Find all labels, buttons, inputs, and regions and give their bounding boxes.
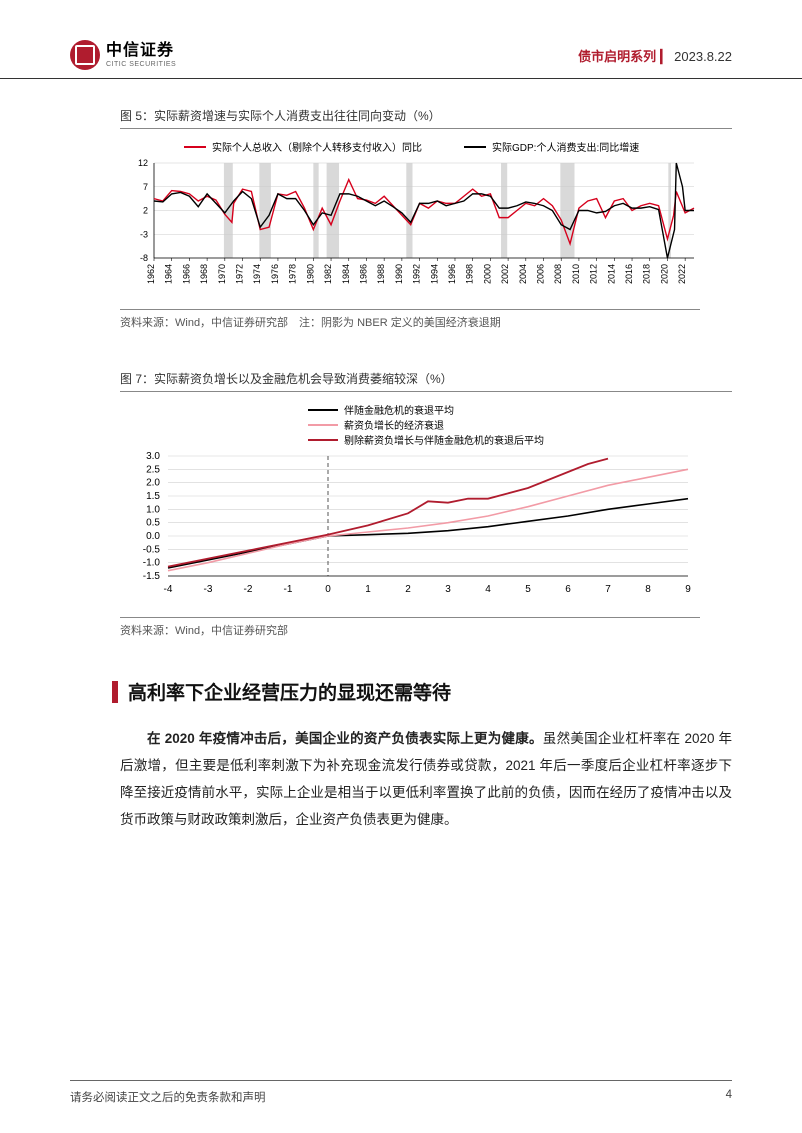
svg-text:1992: 1992 [412,264,422,284]
chart5-source: 资料来源：Wind，中信证券研究部 注：阴影为 NBER 定义的美国经济衰退期 [120,309,700,330]
svg-text:-0.5: -0.5 [143,544,161,555]
svg-text:1976: 1976 [270,264,280,284]
chart7-svg: -1.5 -1.0 -0.5 0.0 0.5 1.0 1.5 2.0 2.5 3.0 -4 -3 -2 -… [120,398,700,608]
svg-text:1: 1 [365,584,371,595]
svg-text:0.5: 0.5 [146,518,160,529]
chart7-source: 资料来源：Wind，中信证券研究部 [120,617,700,638]
svg-text:7: 7 [143,182,148,192]
svg-text:3: 3 [445,584,451,595]
header-meta: 债市启明系列 ▎ 2023.8.22 [578,46,732,65]
svg-text:0.0: 0.0 [146,531,160,542]
svg-text:3.0: 3.0 [146,451,160,462]
svg-text:1982: 1982 [323,264,333,284]
svg-text:5: 5 [525,584,531,595]
svg-text:2006: 2006 [536,264,546,284]
svg-text:1964: 1964 [164,264,174,284]
footer-page-number: 4 [726,1089,732,1105]
svg-text:剔除薪资负增长与伴随金融危机的衰退后平均: 剔除薪资负增长与伴随金融危机的衰退后平均 [344,434,544,447]
svg-text:1980: 1980 [305,264,315,284]
svg-text:1978: 1978 [288,264,298,284]
footer-disclaimer: 请务必阅读正文之后的免责条款和声明 [70,1089,266,1105]
svg-text:1962: 1962 [146,264,156,284]
svg-text:1986: 1986 [358,264,368,284]
content-area: 图 5：实际薪资增速与实际个人消费支出往往同向变动（%） -8-32712196… [0,79,802,833]
svg-text:1966: 1966 [181,264,191,284]
brand-name-cn: 中信证券 [106,43,176,59]
svg-text:12: 12 [138,158,148,168]
svg-text:2000: 2000 [482,264,492,284]
svg-text:-3: -3 [204,584,213,595]
page-footer: 请务必阅读正文之后的免责条款和声明 4 [70,1080,732,1105]
svg-text:2022: 2022 [677,264,687,284]
svg-text:2: 2 [143,206,148,216]
body-paragraph: 在 2020 年疫情冲击后，美国企业的资产负债表实际上更为健康。虽然美国企业杠杆… [120,725,732,833]
svg-text:2.5: 2.5 [146,464,160,475]
svg-text:2002: 2002 [500,264,510,284]
svg-text:2010: 2010 [571,264,581,284]
svg-text:2004: 2004 [518,264,528,284]
svg-text:2012: 2012 [589,264,599,284]
svg-text:1994: 1994 [429,264,439,284]
svg-text:2: 2 [405,584,411,595]
section-heading: 高利率下企业经营压力的显现还需等待 [112,678,732,705]
svg-text:-1: -1 [284,584,293,595]
report-date: 2023.8.22 [674,49,732,64]
svg-text:-2: -2 [244,584,253,595]
svg-text:1972: 1972 [235,264,245,284]
svg-text:0: 0 [325,584,331,595]
svg-text:实际GDP:个人消费支出:同比增速: 实际GDP:个人消费支出:同比增速 [492,141,639,154]
svg-text:1.5: 1.5 [146,491,160,502]
chart7-box: -1.5 -1.0 -0.5 0.0 0.5 1.0 1.5 2.0 2.5 3.0 -4 -3 -2 -… [120,398,700,613]
section-title: 高利率下企业经营压力的显现还需等待 [128,678,451,705]
svg-text:1988: 1988 [376,264,386,284]
svg-text:-1.0: -1.0 [143,558,161,569]
svg-text:1970: 1970 [217,264,227,284]
svg-text:4: 4 [485,584,491,595]
series-name: 债市启明系列 [578,46,656,65]
svg-text:2020: 2020 [659,264,669,284]
svg-text:1984: 1984 [341,264,351,284]
svg-text:1996: 1996 [447,264,457,284]
svg-text:1.0: 1.0 [146,504,160,515]
svg-text:2.0: 2.0 [146,478,160,489]
svg-text:1974: 1974 [252,264,262,284]
svg-text:8: 8 [645,584,651,595]
svg-text:1998: 1998 [465,264,475,284]
brand-name-en: CITIC SECURITIES [106,61,176,68]
svg-text:2016: 2016 [624,264,634,284]
svg-text:-3: -3 [140,229,148,239]
svg-text:7: 7 [605,584,611,595]
svg-text:实际个人总收入（剔除个人转移支付收入）同比: 实际个人总收入（剔除个人转移支付收入）同比 [212,141,422,154]
svg-text:2008: 2008 [553,264,563,284]
svg-text:9: 9 [685,584,691,595]
svg-text:6: 6 [565,584,571,595]
brand-logo-icon [70,40,100,70]
svg-text:2014: 2014 [606,264,616,284]
svg-text:薪资负增长的经济衰退: 薪资负增长的经济衰退 [344,419,444,432]
page-header: 中信证券 CITIC SECURITIES 债市启明系列 ▎ 2023.8.22 [0,0,802,79]
brand-text: 中信证券 CITIC SECURITIES [106,43,176,68]
svg-text:1990: 1990 [394,264,404,284]
brand-logo-block: 中信证券 CITIC SECURITIES [70,40,176,70]
chart5-svg: -8 -3 2 7 12 1962 1964 1966 1968 1970 1972 1974 1976… [120,135,700,300]
chart5-caption: 图 5：实际薪资增速与实际个人消费支出往往同向变动（%） [120,107,732,129]
chart5-box: -8 -3 2 7 12 1962 1964 1966 1968 1970 1972 1974 1976… [120,135,700,305]
section-accent-bar [112,681,118,703]
svg-text:-4: -4 [164,584,173,595]
svg-text:2018: 2018 [642,264,652,284]
svg-text:-8: -8 [140,253,148,263]
chart7-caption: 图 7：实际薪资负增长以及金融危机会导致消费萎缩较深（%） [120,370,732,392]
svg-text:1968: 1968 [199,264,209,284]
svg-text:伴随金融危机的衰退平均: 伴随金融危机的衰退平均 [344,404,454,417]
svg-text:-1.5: -1.5 [143,571,161,582]
series-separator: ▎ [660,49,670,65]
body-bold-lead: 在 2020 年疫情冲击后，美国企业的资产负债表实际上更为健康。 [147,731,543,746]
